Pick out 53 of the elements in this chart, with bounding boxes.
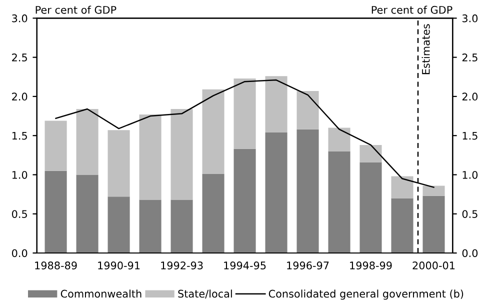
bar — [202, 89, 224, 174]
bar — [108, 196, 130, 254]
y2-tick-label: 2.0 — [462, 92, 478, 101]
y-tick-label: 2.0 — [12, 92, 28, 101]
bar — [422, 186, 445, 196]
bar — [328, 151, 350, 254]
bar — [391, 198, 414, 254]
y2-tick-label: 1.0 — [462, 170, 478, 179]
bar — [76, 108, 98, 175]
legend-label: Commonwealth — [60, 290, 142, 298]
bar — [360, 144, 382, 162]
bar — [391, 176, 414, 198]
y-tick-label: 3.0 — [12, 14, 28, 22]
x-tick-label: 1990-91 — [98, 262, 140, 270]
x-tick-label: 1994-95 — [224, 262, 266, 270]
bar — [422, 196, 445, 254]
bar — [44, 170, 67, 254]
x-tick-label: 2000-01 — [412, 262, 455, 270]
bar — [76, 174, 98, 254]
y-tick-label: 2.5 — [12, 54, 27, 62]
y2-tick-label: 0.0 — [462, 249, 478, 258]
annotation: Estimates — [422, 24, 430, 74]
y-tick-label: 1.0 — [12, 170, 28, 179]
y2-axis-title: Per cent of GDP — [372, 6, 452, 14]
y-tick-label: 0.5 — [12, 210, 27, 218]
x-tick-label: 1998-99 — [350, 262, 392, 270]
bar — [360, 162, 382, 254]
bar — [296, 129, 319, 254]
y2-tick-label: 1.5 — [462, 132, 478, 140]
bar — [234, 78, 256, 149]
legend-label: State/local — [178, 290, 232, 298]
x-tick-label: 1996-97 — [287, 262, 329, 270]
bar — [296, 90, 319, 130]
bar — [328, 128, 350, 152]
bar — [265, 76, 288, 132]
y-tick-label: 0.0 — [12, 249, 28, 258]
legend-label: Consolidated general government (b) — [268, 290, 464, 300]
y2-tick-label: 2.5 — [462, 54, 478, 62]
y-axis-title: Per cent of GDP — [36, 6, 116, 14]
bar — [234, 148, 256, 254]
bar — [170, 200, 193, 254]
x-tick-label: 1992-93 — [161, 262, 203, 270]
x-tick-label: 1988-89 — [35, 262, 77, 270]
bar — [44, 120, 67, 171]
bar — [139, 200, 162, 254]
bar — [108, 130, 130, 197]
bar — [202, 174, 224, 254]
bar — [139, 114, 162, 200]
y-tick-label: 1.5 — [12, 132, 27, 140]
bar — [265, 132, 288, 254]
y2-tick-label: 3.0 — [462, 14, 478, 22]
bar — [170, 108, 193, 200]
y2-tick-label: 0.5 — [462, 210, 478, 218]
